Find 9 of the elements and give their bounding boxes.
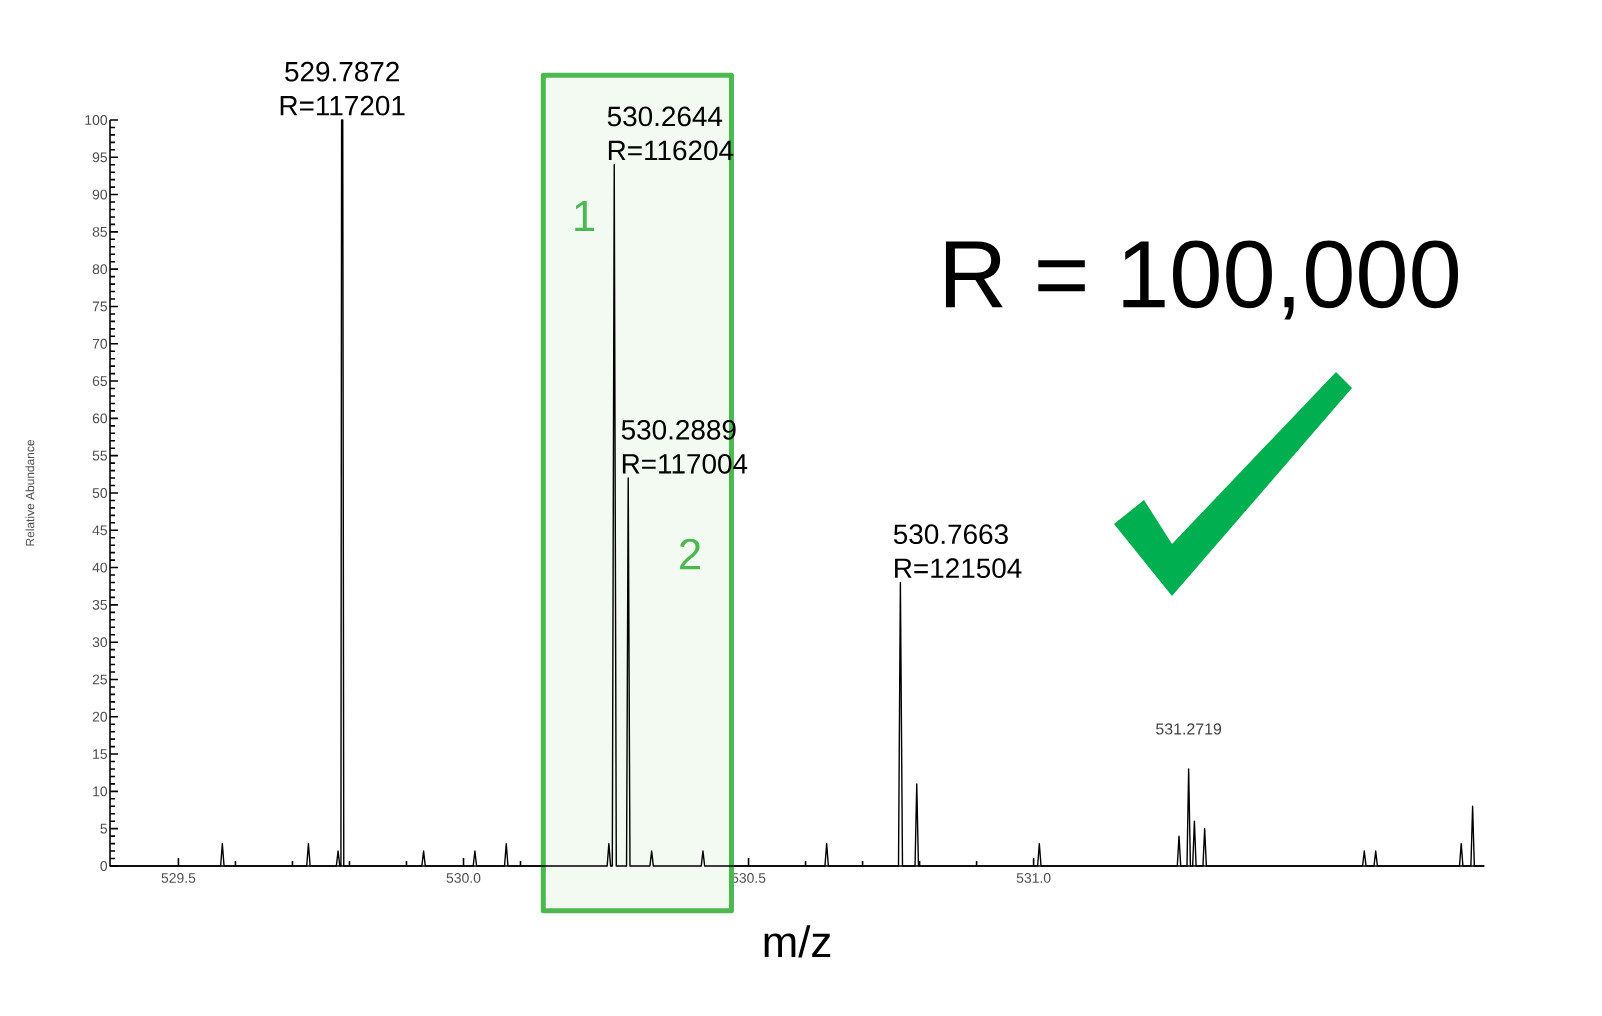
annotation: R = 100,000 bbox=[945, 240, 1459, 320]
annotation: 2 bbox=[680, 538, 701, 570]
annotation: 530.7663 bbox=[893, 524, 1008, 545]
annotation: 529.7872 bbox=[285, 61, 399, 82]
annotation: R=117201 bbox=[280, 95, 405, 116]
annotation: R=121504 bbox=[895, 558, 1022, 579]
annotation: 1 bbox=[575, 200, 595, 232]
annotation: 530.2644 bbox=[607, 106, 723, 127]
x-axis-title: m/z bbox=[764, 925, 831, 958]
